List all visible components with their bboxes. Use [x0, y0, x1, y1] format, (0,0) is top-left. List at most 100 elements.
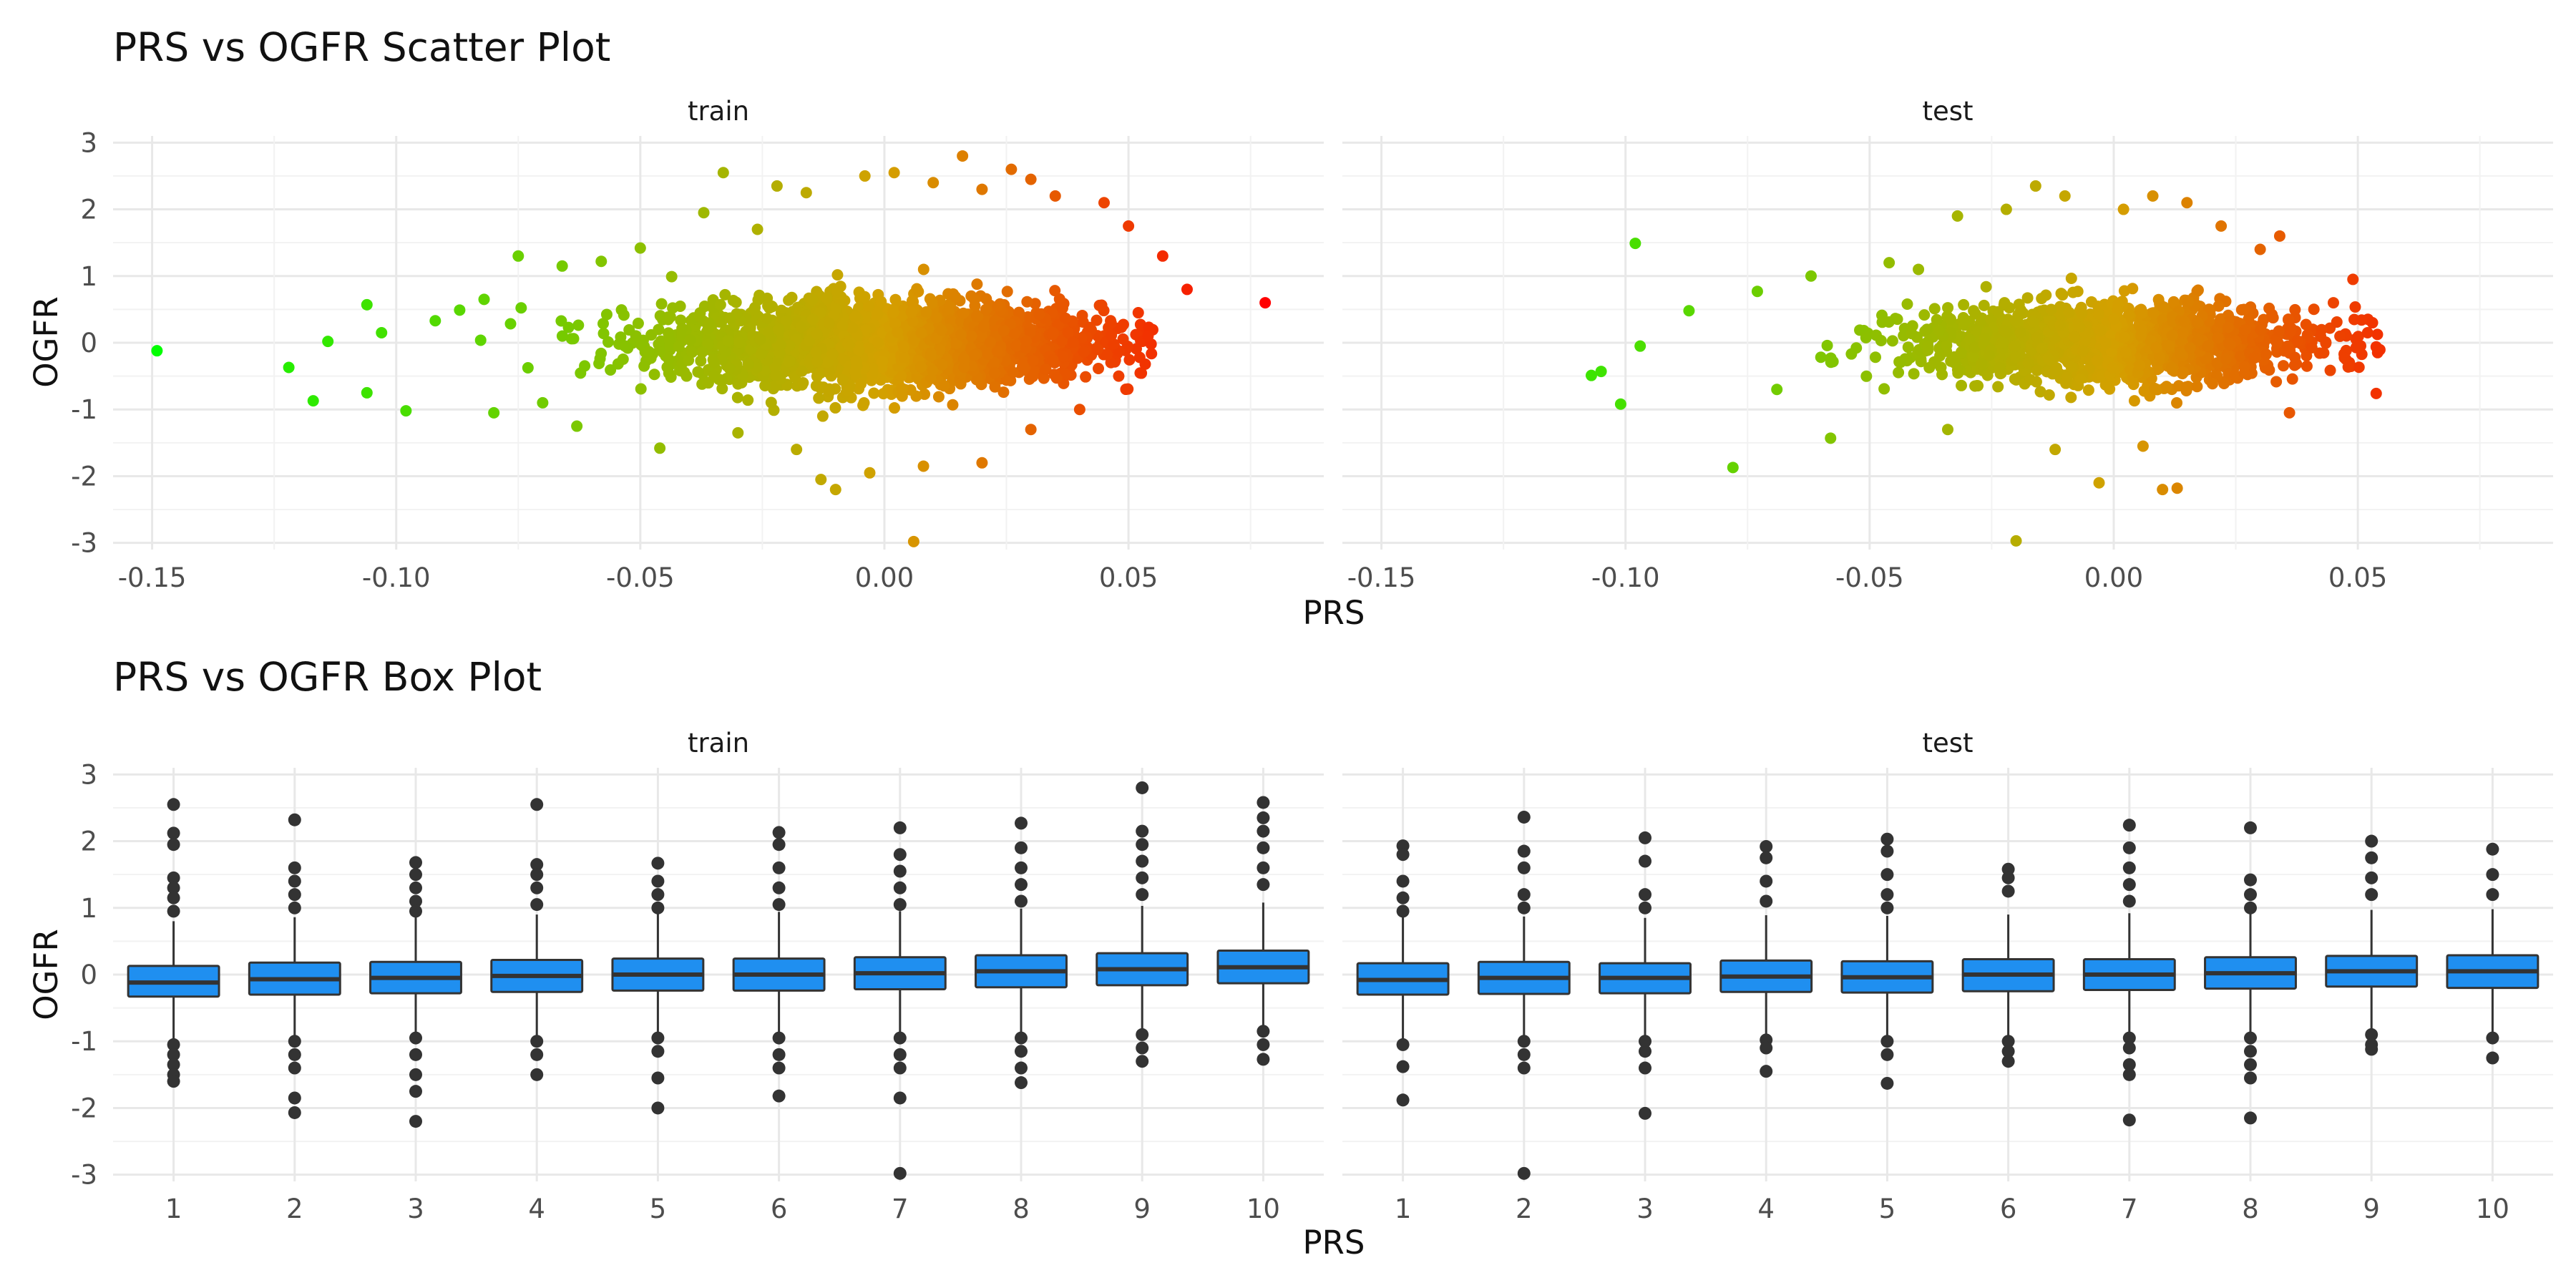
box-outlier — [2122, 1058, 2136, 1071]
scatter-point — [2137, 440, 2149, 452]
box-outlier — [288, 901, 301, 914]
box-outlier — [1760, 1065, 1773, 1078]
box-outlier — [167, 904, 180, 918]
scatter-x-tick-label: 0.00 — [2084, 562, 2143, 593]
scatter-point — [2181, 197, 2193, 209]
scatter-point — [781, 315, 793, 327]
box-outlier — [1880, 868, 1894, 882]
scatter-point — [907, 535, 919, 547]
box-outlier — [2244, 821, 2257, 834]
scatter-point — [1093, 299, 1106, 311]
box-outlier — [1880, 1035, 1894, 1048]
box-outlier — [167, 891, 180, 904]
box-outlier — [893, 1091, 907, 1105]
box-outlier — [530, 1048, 544, 1061]
scatter-point — [2079, 336, 2091, 348]
box-outlier — [288, 1035, 301, 1048]
scatter-point — [556, 260, 568, 272]
scatter-point — [1845, 348, 1858, 360]
scatter-point — [1130, 343, 1142, 355]
scatter-point — [731, 391, 743, 404]
box-outlier — [409, 1048, 422, 1061]
box-outlier — [1257, 796, 1270, 809]
scatter-point — [504, 318, 517, 330]
scatter-point — [2270, 376, 2283, 388]
scatter-point — [733, 336, 746, 348]
scatter-point — [1878, 383, 1890, 395]
scatter-point — [2128, 395, 2140, 407]
box-outlier — [167, 1048, 180, 1061]
scatter-point — [2074, 321, 2086, 333]
scatter-point — [1021, 296, 1033, 308]
scatter-point — [1634, 340, 1646, 352]
scatter-point — [2045, 303, 2057, 316]
scatter-point — [997, 386, 1010, 399]
scatter-point — [1142, 330, 1154, 342]
scatter-point — [2068, 331, 2080, 343]
scatter-point — [829, 484, 841, 496]
scatter-point — [1727, 462, 1739, 474]
scatter-point — [1980, 280, 1992, 293]
scatter-point — [2160, 381, 2172, 393]
scatter-point — [906, 295, 918, 307]
scatter-point — [719, 288, 731, 301]
box-outlier — [772, 861, 786, 874]
box-outlier — [1760, 840, 1773, 854]
scatter-point — [989, 381, 1001, 393]
box-outlier — [2001, 884, 2015, 898]
scatter-point — [2134, 359, 2146, 371]
scatter-point — [2043, 389, 2055, 401]
box-y-tick-label: -1 — [71, 1026, 97, 1057]
scatter-plot-title: PRS vs OGFR Scatter Plot — [113, 24, 610, 70]
scatter-point — [2057, 289, 2069, 301]
box-outlier — [651, 1031, 665, 1045]
scatter-point — [1915, 356, 1927, 368]
box-x-tick-label: 5 — [1879, 1194, 1896, 1224]
box-outlier — [1639, 888, 1652, 902]
scatter-point — [2214, 316, 2226, 328]
scatter-point — [512, 250, 525, 262]
box-outlier — [893, 848, 907, 862]
scatter-point — [1123, 353, 1136, 366]
scatter-point — [2067, 286, 2079, 298]
scatter-point — [429, 315, 441, 327]
scatter-point — [2027, 316, 2039, 328]
scatter-point — [322, 336, 334, 348]
scatter-point — [1123, 220, 1135, 232]
scatter-point — [2191, 316, 2203, 328]
box-outlier — [772, 1048, 786, 1061]
scatter-point — [2099, 379, 2112, 391]
scatter-point — [2010, 351, 2022, 364]
scatter-point — [2178, 316, 2190, 328]
box-outlier — [2122, 1068, 2136, 1081]
scatter-point — [2009, 314, 2021, 326]
scatter-point — [895, 369, 907, 381]
scatter-point — [663, 353, 675, 365]
scatter-point — [816, 410, 829, 422]
scatter-point — [2150, 341, 2162, 353]
box-x-tick-label: 7 — [2121, 1194, 2138, 1224]
scatter-point — [957, 307, 970, 319]
scatter-point — [872, 308, 884, 321]
scatter-point — [717, 167, 729, 179]
scatter-point — [2224, 338, 2236, 351]
scatter-point — [1902, 341, 1914, 353]
box-outlier — [530, 898, 544, 912]
box-outlier — [1880, 832, 1894, 846]
scatter-point — [1805, 270, 1817, 282]
scatter-point — [813, 392, 825, 404]
box-outlier — [2486, 842, 2499, 856]
scatter-point — [2191, 381, 2203, 393]
box-outlier — [651, 901, 665, 914]
scatter-point — [796, 365, 808, 377]
box-x-tick-label: 10 — [1246, 1194, 1280, 1224]
box-outlier — [1396, 904, 1410, 918]
scatter-point — [515, 302, 527, 314]
box-x-tick-label: 1 — [165, 1194, 182, 1224]
box-outlier — [167, 881, 180, 894]
box-outlier — [2001, 1055, 2015, 1068]
scatter-point — [1683, 305, 1695, 317]
box-x-tick-label: 7 — [892, 1194, 909, 1224]
box-outlier — [2365, 871, 2379, 884]
tick-labels: -3 -2 -1 0 1 2 3 -3 -2 -1 0 1 2 3 -0.15 -0.10 -0.05 0.00 0… — [71, 127, 2509, 1224]
